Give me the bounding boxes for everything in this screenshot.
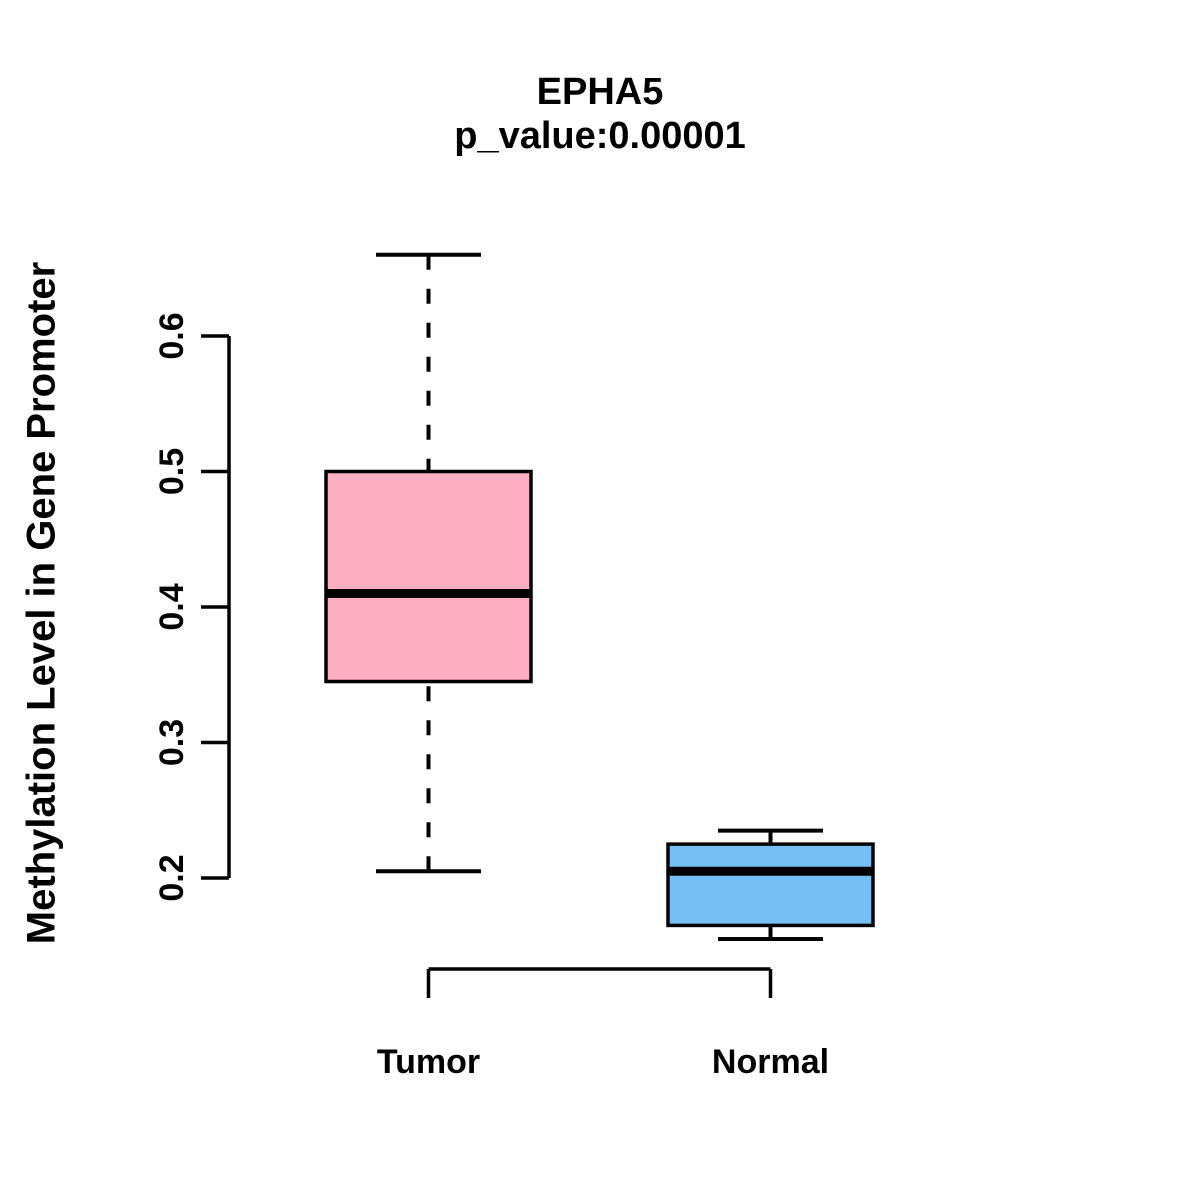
y-axis-tick-label: 0.5 — [153, 448, 191, 495]
y-axis-tick-label: 0.6 — [153, 312, 191, 359]
plot-title: EPHA5 — [536, 71, 664, 113]
x-axis-category-label: Normal — [712, 1043, 829, 1081]
plot-subtitle: p_value:0.00001 — [454, 115, 746, 157]
y-axis-tick-label: 0.4 — [153, 583, 191, 630]
box-normal — [666, 842, 875, 928]
y-axis-tick-label: 0.2 — [153, 854, 191, 901]
box-tumor — [324, 469, 533, 684]
y-axis-tick-label: 0.3 — [153, 719, 191, 766]
x-axis-category-label: Tumor — [377, 1043, 480, 1081]
